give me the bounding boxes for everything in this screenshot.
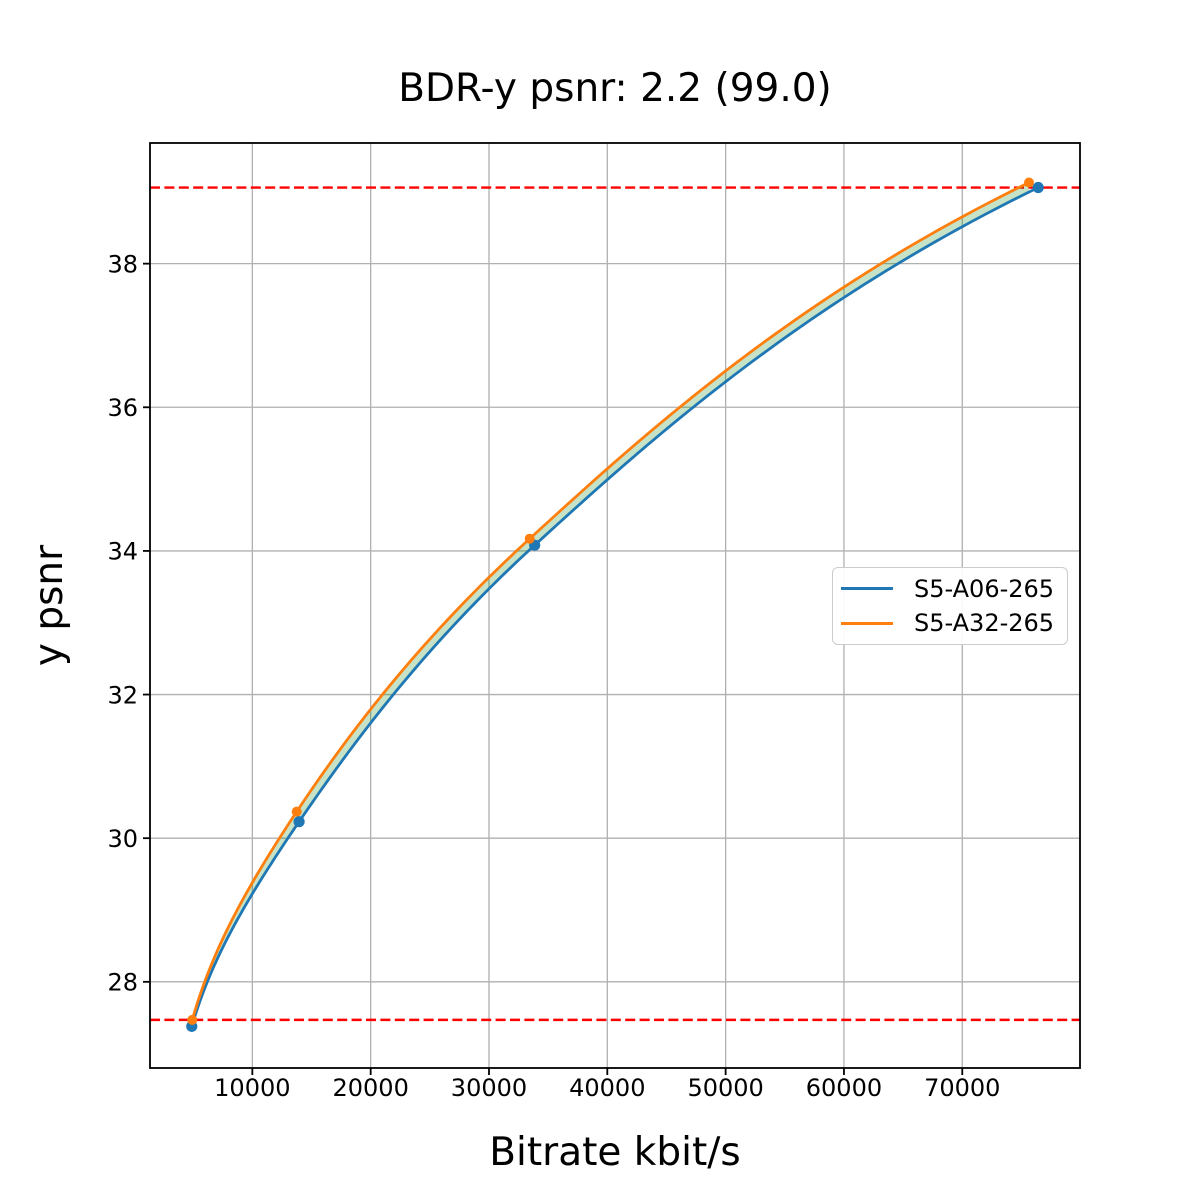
legend-line-sample-blue: [841, 587, 893, 591]
y-axis-label: y psnr: [27, 544, 72, 667]
axis-tick-labels: 10000 20000 30000 40000 50000 60000 70000 28 30 3…: [107, 250, 1000, 1102]
x-tick-label: 30000: [451, 1074, 527, 1102]
axes-spines: [149, 142, 1081, 1069]
legend-label: S5-A06-265: [914, 574, 1055, 603]
legend: S5-A06-265 S5-A32-265: [832, 567, 1068, 645]
legend-line-sample-orange: [841, 621, 893, 625]
y-tick-label: 34: [107, 538, 138, 566]
x-axis-label: Bitrate kbit/s: [489, 1130, 741, 1175]
legend-entry-s5-a32-265: S5-A32-265: [841, 608, 1067, 637]
x-tick-label: 70000: [924, 1074, 1000, 1102]
data-point-marker: [1032, 181, 1044, 194]
x-tick-label: 20000: [332, 1074, 408, 1102]
threshold-hlines: [150, 186, 1080, 1022]
data-point-marker: [293, 816, 305, 828]
series-curve: [190, 186, 1040, 1028]
y-tick-label: 36: [107, 394, 138, 422]
legend-entry-s5-a06-265: S5-A06-265: [841, 574, 1067, 603]
y-tick-label: 30: [107, 825, 138, 853]
y-tick-label: 28: [107, 969, 138, 997]
x-tick-label: 60000: [806, 1074, 882, 1102]
data-point-marker: [187, 1014, 198, 1025]
x-tick-label: 50000: [687, 1074, 763, 1102]
chart-title: BDR-y psnr: 2.2 (99.0): [398, 66, 832, 111]
x-tick-label: 40000: [569, 1074, 645, 1102]
series-s5-a06-265: [186, 181, 1044, 1032]
data-point-marker: [291, 806, 302, 817]
data-point-marker: [1024, 177, 1035, 188]
y-tick-label: 32: [107, 681, 138, 709]
series-curve: [190, 181, 1031, 1022]
axis-ticks: [143, 262, 964, 1075]
y-tick-label: 38: [107, 250, 138, 278]
x-tick-label: 10000: [214, 1074, 290, 1102]
legend-label: S5-A32-265: [914, 608, 1055, 637]
series-s5-a32-265: [187, 177, 1035, 1025]
data-point-marker: [524, 533, 535, 544]
